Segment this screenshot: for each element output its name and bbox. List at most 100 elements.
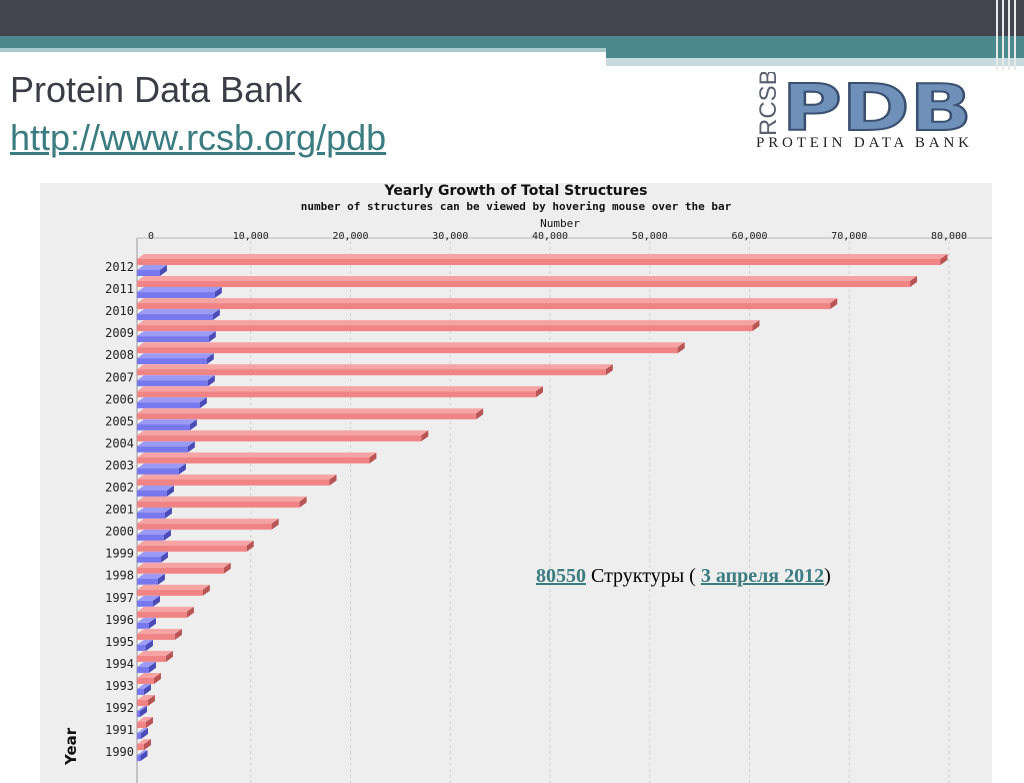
total-structures-bar-end	[143, 739, 151, 751]
total-structures-bar-end	[830, 298, 838, 310]
total-structures-bar-end	[677, 342, 685, 354]
yearly-structures-bar-top	[137, 750, 148, 756]
total-structures-bar-top	[137, 584, 210, 590]
x-axis-label: Number	[540, 217, 580, 230]
total-structures-bar-top	[137, 540, 254, 546]
y-tick-label: 1993	[105, 679, 134, 693]
total-structures-bar	[137, 677, 154, 684]
total-structures-bar-top	[137, 562, 231, 568]
y-tick-label: 2010	[105, 304, 134, 318]
total-structures-bar	[137, 259, 941, 265]
y-tick-label: 1998	[105, 569, 134, 583]
x-tick-label: 20,000	[332, 231, 368, 242]
yearly-structures-bar	[137, 270, 160, 276]
yearly-structures-bar	[137, 336, 209, 343]
total-structures-bar	[137, 479, 330, 486]
y-tick-label: 2012	[105, 260, 134, 274]
header-stripe	[0, 36, 1024, 48]
total-structures-bar	[137, 303, 831, 310]
total-structures-bar	[137, 744, 144, 751]
yearly-structures-bar-end	[160, 551, 168, 563]
y-tick-label: 1991	[105, 723, 134, 737]
yearly-structures-bar-end	[163, 529, 171, 541]
y-tick-label: 2000	[105, 525, 134, 539]
total-structures-bar-top	[137, 474, 337, 480]
total-structures-bar-end	[246, 540, 254, 552]
total-structures-bar-top	[137, 739, 151, 745]
chart-panel: Yearly Growth of Total Structures number…	[40, 183, 992, 783]
total-structures-bar-end	[202, 584, 210, 596]
total-structures-bar	[137, 325, 753, 332]
yearly-structures-bar	[137, 314, 213, 321]
total-structures-bar	[137, 589, 203, 596]
total-structures-bar	[137, 633, 175, 640]
yearly-structures-bar-end	[208, 331, 216, 343]
x-tick-label: 80,000	[931, 231, 967, 242]
total-structures-bar-top	[137, 650, 173, 656]
yearly-structures-bar-top	[137, 353, 214, 359]
date-link[interactable]: 3 апреля 2012	[700, 565, 825, 587]
pdb-link[interactable]: http://www.rcsb.org/pdb	[10, 117, 387, 158]
yearly-structures-bar-top	[137, 309, 220, 315]
total-structures-bar-end	[271, 518, 279, 530]
yearly-structures-bar	[137, 644, 146, 651]
closing-paren: )	[824, 565, 831, 587]
y-tick-label: 2003	[105, 458, 134, 472]
yearly-structures-bar-top	[137, 331, 216, 337]
y-tick-label: 1992	[105, 701, 134, 715]
y-tick-label: 2011	[105, 282, 134, 296]
total-structures-bar-top	[137, 672, 161, 678]
yearly-structures-bar-end	[157, 573, 165, 585]
total-structures-bar	[137, 722, 146, 729]
yearly-structures-bar	[137, 755, 141, 762]
yearly-structures-bar	[137, 688, 144, 695]
yearly-growth-chart: Yearly Growth of Total Structures number…	[62, 183, 992, 783]
yearly-structures-bar	[137, 711, 140, 717]
total-structures-bar-end	[940, 254, 948, 265]
yearly-structures-bar	[137, 666, 149, 673]
x-tick-label: 40,000	[532, 231, 568, 242]
y-tick-label: 1990	[105, 745, 134, 759]
yearly-structures-bar	[137, 556, 161, 563]
total-structures-bar-top	[137, 298, 838, 304]
total-structures-bar-end	[145, 717, 153, 729]
yearly-structures-bar-end	[140, 728, 148, 740]
total-structures-bar-end	[299, 496, 307, 508]
rcsb-pdb-logo: RCSB PDB PROTEIN DATA BANK	[755, 72, 973, 151]
slide-title: Protein Data Bank	[10, 69, 303, 110]
total-structures-bar-end	[165, 650, 173, 662]
total-structures-bar-end	[476, 408, 484, 420]
y-tick-label: 2001	[105, 503, 134, 517]
structure-count-link[interactable]: 80550	[536, 565, 586, 587]
total-structures-bar-top	[137, 695, 155, 700]
total-structures-bar-top	[137, 342, 685, 348]
yearly-structures-bar-top	[137, 441, 195, 447]
total-structures-bar	[137, 655, 166, 662]
yearly-structures-bar-top	[137, 639, 153, 645]
yearly-structures-bar	[137, 424, 190, 431]
total-structures-bar-end	[147, 695, 155, 706]
total-structures-bar-end	[910, 276, 918, 288]
yearly-structures-bar-top	[137, 551, 168, 557]
yearly-structures-bar-top	[137, 507, 172, 513]
structures-text: Структуры (	[586, 565, 701, 587]
total-structures-bar	[137, 369, 606, 376]
y-axis-label: Year	[62, 727, 80, 766]
yearly-structures-bar-top	[137, 375, 215, 381]
total-structures-bar	[137, 501, 300, 508]
y-tick-label: 2006	[105, 392, 134, 406]
yearly-structures-bar-end	[212, 309, 220, 321]
yearly-structures-bar-top	[137, 706, 147, 711]
chart-title: Yearly Growth of Total Structures	[383, 183, 647, 199]
yearly-structures-bar-end	[143, 683, 151, 695]
total-structures-bar	[137, 545, 247, 552]
total-structures-bar-end	[223, 562, 231, 574]
total-structures-bar	[137, 281, 911, 288]
yearly-structures-bar-end	[148, 661, 156, 673]
yearly-structures-bar-end	[199, 397, 207, 409]
yearly-structures-bar	[137, 490, 167, 497]
yearly-structures-bar-top	[137, 595, 160, 601]
total-structures-bar	[137, 435, 422, 442]
y-tick-label: 2009	[105, 326, 134, 340]
logo-protein-data-bank-text: PROTEIN DATA BANK	[756, 135, 970, 151]
